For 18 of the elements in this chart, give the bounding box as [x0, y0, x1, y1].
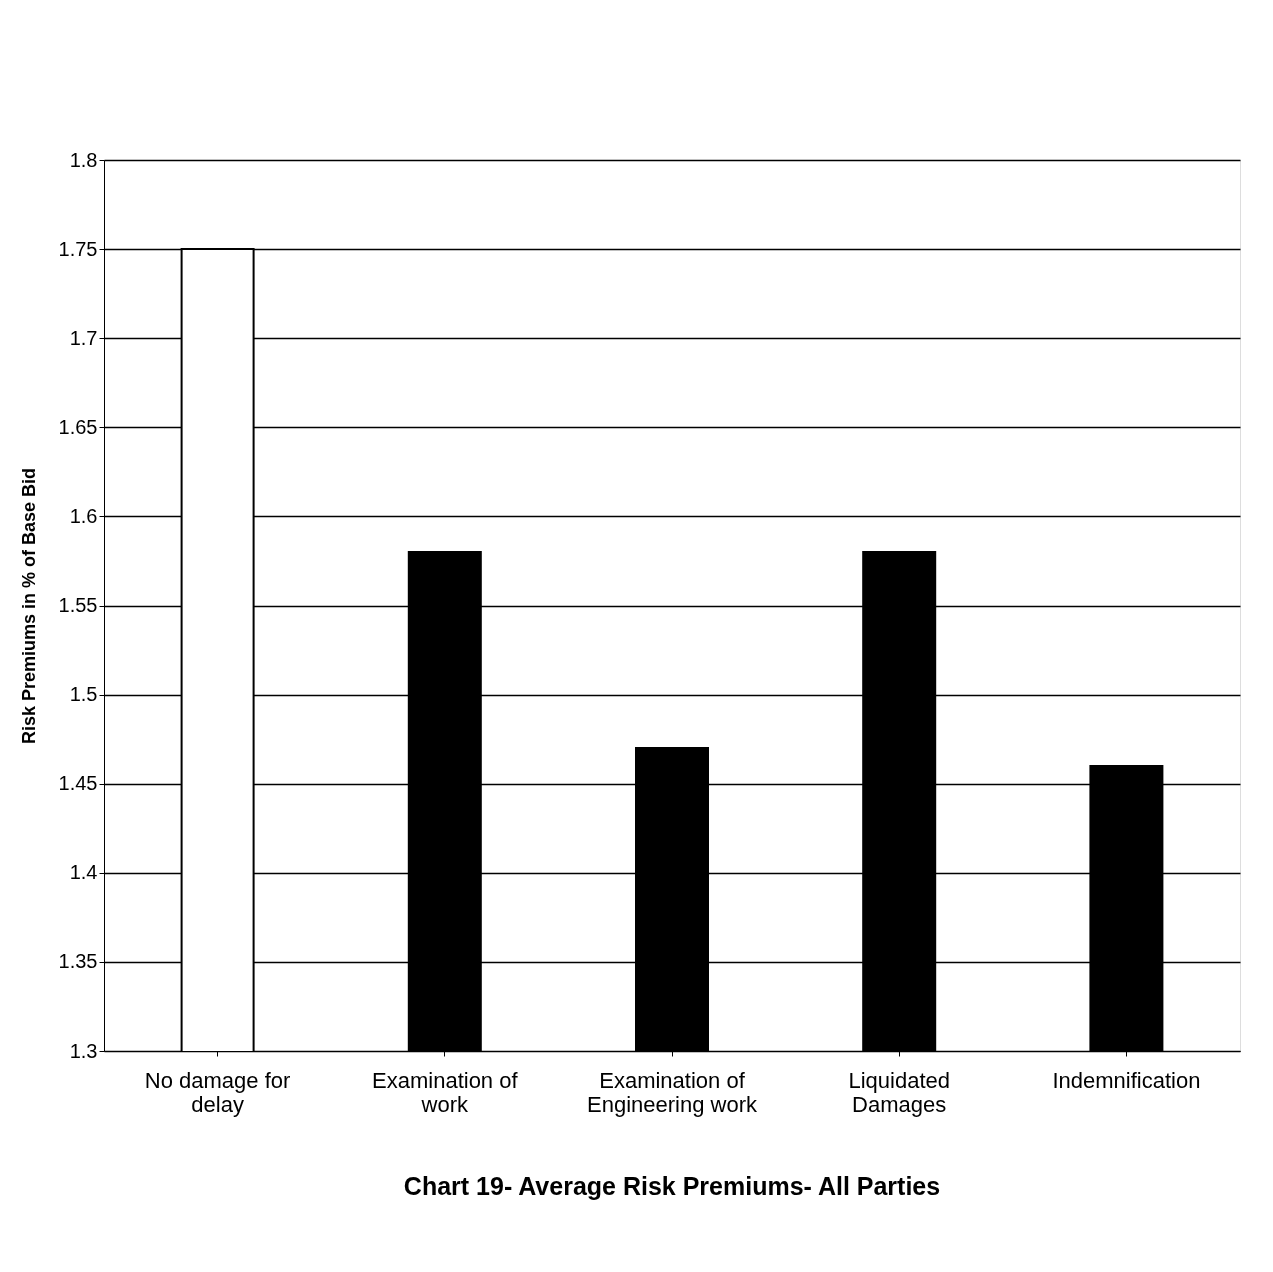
- y-tick-label: 1.6: [69, 504, 98, 527]
- y-tick-label: 1.75: [58, 237, 98, 260]
- y-axis-title: Risk Premiums in % of Base Bid: [18, 467, 39, 745]
- y-tick-label: 1.7: [69, 326, 98, 349]
- x-tick-label: Examination of Engineering work: [587, 1067, 758, 1117]
- x-tick-label: Liquidated Damages: [848, 1067, 950, 1117]
- y-tick-label: 1.45: [58, 772, 98, 795]
- y-tick-label: 1.3: [69, 1039, 98, 1062]
- y-tick-label: 1.8: [69, 148, 98, 171]
- y-tick-label: 1.65: [58, 415, 98, 438]
- x-tick-label: Examination of work: [372, 1067, 519, 1117]
- y-tick-label: 1.55: [58, 594, 98, 616]
- x-tick-label: Indemnification: [1052, 1067, 1201, 1093]
- text: Chart 19- Average Risk Premiums- All Parties: [403, 1172, 941, 1200]
- x-tick-label: No damage for delay: [144, 1067, 291, 1117]
- y-tick-label: 1.4: [69, 861, 98, 884]
- y-tick-label: 1.35: [58, 950, 98, 973]
- y-tick-label: 1.5: [69, 683, 98, 706]
